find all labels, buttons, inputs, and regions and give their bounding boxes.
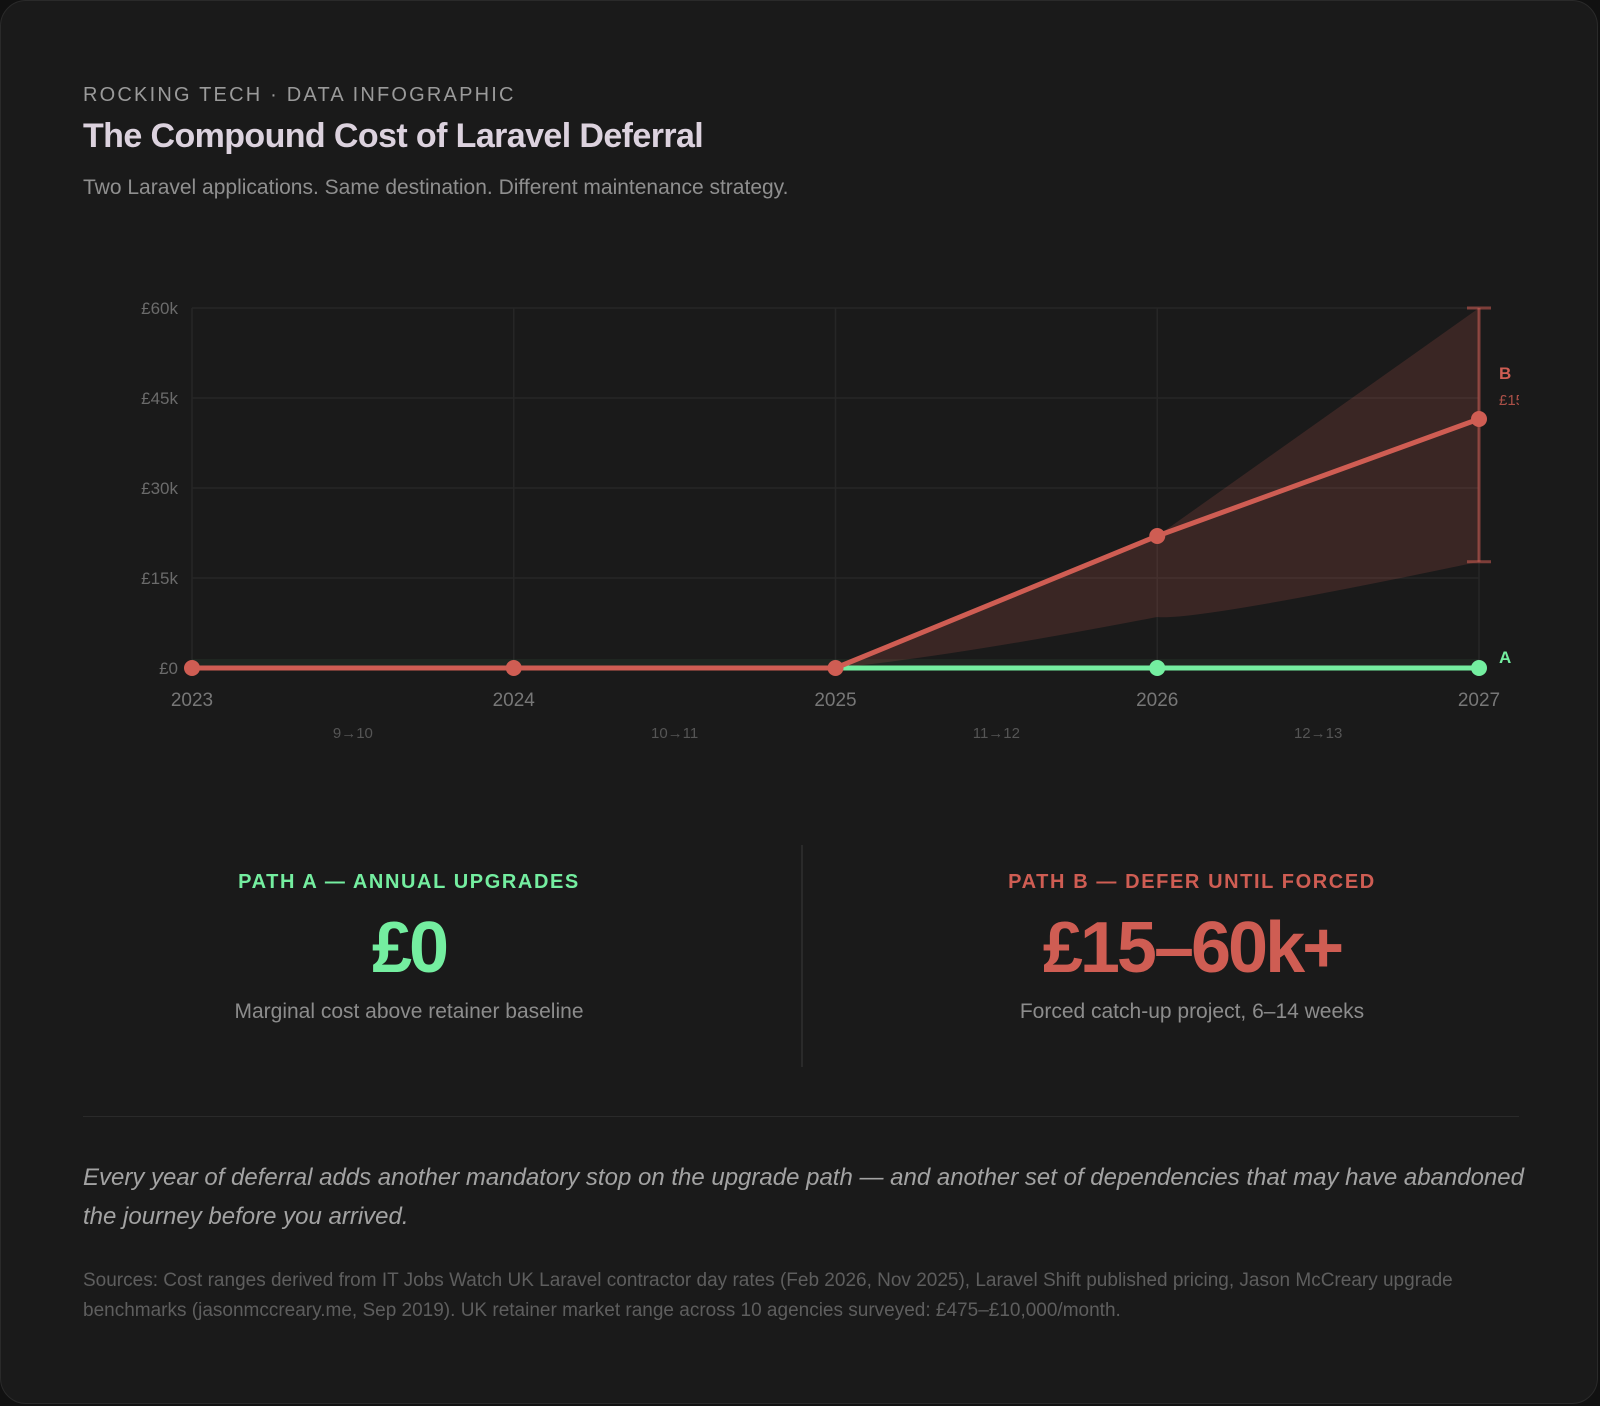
x-tick-label: 2027 — [1458, 690, 1500, 711]
y-tick-label: £45k — [141, 389, 178, 408]
page-subtitle: Two Laravel applications. Same destinati… — [83, 176, 789, 199]
y-axis-ticks: £0 £15k £30k £45k £60k — [141, 299, 178, 678]
path-b-stat: PATH B — DEFER UNTIL FORCED £15–60k+ For… — [912, 871, 1472, 1024]
section-divider — [83, 1116, 1519, 1117]
path-b-desc: Forced catch-up project, 6–14 weeks — [1019, 1000, 1365, 1023]
chart-series — [184, 411, 1487, 676]
series-labels: B £15 A — [1499, 364, 1524, 667]
path-b-label: PATH B — DEFER UNTIL FORCED — [1008, 871, 1376, 893]
version-step-label: 10→11 — [651, 725, 698, 742]
series-a-label: A — [1499, 648, 1511, 667]
x-tick-label: 2026 — [1136, 690, 1178, 711]
path-b-point — [184, 660, 200, 676]
y-tick-label: £0 — [159, 659, 178, 678]
path-a-point — [1471, 660, 1487, 676]
path-a-desc: Marginal cost above retainer baseline — [234, 1000, 584, 1023]
series-b-label: B — [1499, 364, 1511, 383]
y-tick-label: £30k — [141, 479, 178, 498]
eyebrow-label: ROCKING TECH · DATA INFOGRAPHIC — [83, 84, 516, 106]
pull-quote: Every year of deferral adds another mand… — [83, 1164, 1524, 1230]
page-title: The Compound Cost of Laravel Deferral — [83, 117, 704, 155]
x-tick-label: 2023 — [171, 690, 213, 711]
version-step-label: 9→10 — [333, 725, 373, 742]
path-a-value: £0 — [371, 908, 449, 988]
x-axis-ticks: 2023 2024 2025 2026 2027 9→10 10→11 11→12 12→13 — [171, 690, 1500, 742]
path-b-value: £15–60k+ — [1042, 908, 1344, 988]
path-a-label: PATH A — ANNUAL UPGRADES — [238, 871, 580, 893]
range-band — [835, 308, 1479, 668]
path-b-point — [827, 660, 844, 676]
chart-grid — [191, 307, 1480, 669]
path-b-point — [1471, 411, 1487, 427]
cost-line-chart: £0 £15k £30k £45k £60k 2023 2024 2025 2026 2027 9… — [141, 299, 1524, 742]
path-a-stat: PATH A — ANNUAL UPGRADES £0 Marginal cos… — [129, 871, 689, 1024]
sources-note: Sources: Cost ranges derived from IT Job… — [83, 1270, 1453, 1321]
series-b-annotation: £15 — [1499, 392, 1524, 409]
path-b-point — [1149, 528, 1166, 544]
stat-divider — [801, 845, 803, 1067]
y-tick-label: £15k — [141, 569, 178, 588]
x-tick-label: 2024 — [493, 690, 536, 711]
path-a-point — [1149, 660, 1166, 676]
version-step-label: 11→12 — [973, 725, 1020, 742]
y-tick-label: £60k — [141, 299, 178, 318]
version-step-label: 12→13 — [1294, 725, 1342, 742]
path-b-point — [505, 660, 522, 676]
x-tick-label: 2025 — [814, 690, 856, 711]
